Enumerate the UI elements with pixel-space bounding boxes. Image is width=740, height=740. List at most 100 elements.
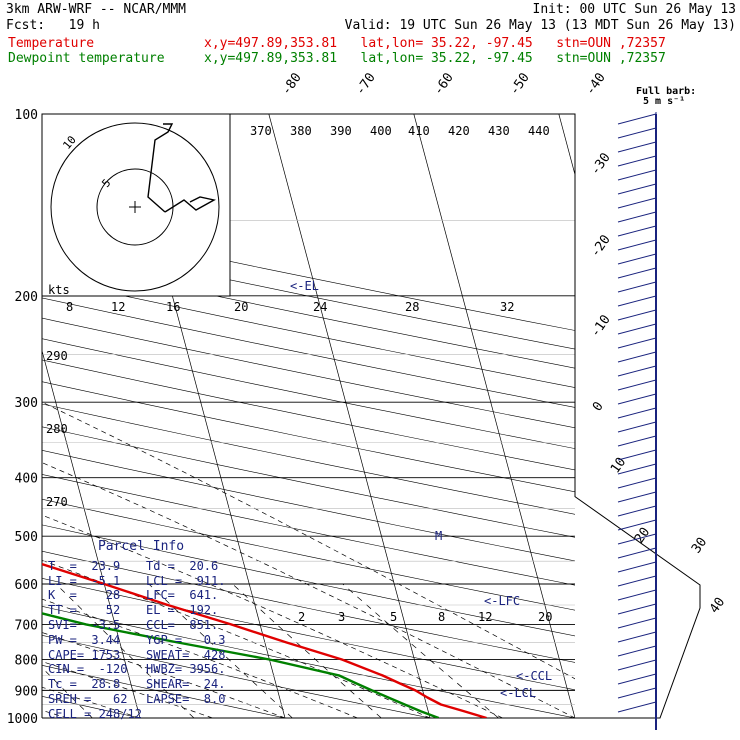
- wind-barb: [617, 491, 657, 503]
- dry-adiabat-label: 380: [290, 124, 312, 138]
- wind-barb: [617, 561, 657, 573]
- pressure-tick-label: 600: [15, 578, 38, 593]
- isotherm-label: -40: [583, 70, 609, 98]
- parcel-value-left: PW = 3.44: [48, 632, 121, 647]
- parcel-value-right: Td = 20.6: [146, 558, 219, 573]
- init-time: Init: 00 UTC Sun 26 May 13: [532, 2, 737, 17]
- dry-adiabat-label: 410: [408, 124, 430, 138]
- pressure-tick-label: 1000: [7, 712, 38, 727]
- wind-barb: [617, 547, 657, 559]
- moist-adiabat-line: [42, 559, 431, 718]
- wind-barb: [617, 295, 657, 307]
- isotherm-line: [704, 114, 740, 718]
- speed-tick-label: 24: [313, 300, 327, 314]
- pressure-tick-label: 700: [15, 618, 38, 633]
- plot-frame: [41, 113, 701, 719]
- parcel-info-row: SVI= -3.5 CCL= 851.: [48, 618, 234, 633]
- parcel-info-title: Parcel Info: [97, 539, 185, 554]
- isotherm-label: -50: [507, 70, 533, 98]
- dewpoint-legend-label: Dewpoint temperature: [8, 51, 165, 66]
- dry-adiabat-label: 270: [46, 495, 68, 509]
- mixing-ratio-line: [42, 667, 93, 718]
- parcel-value-left: CIN = -120: [48, 662, 128, 677]
- wind-barb: [617, 197, 657, 209]
- mixing-ratio-line: [342, 583, 499, 718]
- parcel-info-row: T = 23.9 Td = 20.6: [48, 559, 234, 574]
- parcel-info-row: LI = -5.1 LCL = 911.: [48, 574, 234, 589]
- isotherm-label: 10: [608, 455, 629, 476]
- moist-adiabat-line: [42, 661, 213, 718]
- wind-barb: [617, 435, 657, 447]
- parcel-info-row: Tc = 28.8 SHEAR= 24.: [48, 677, 234, 692]
- dry-adiabat-label: 440: [528, 124, 550, 138]
- temperature-trace: [42, 562, 487, 718]
- wind-barb: [617, 379, 657, 391]
- parcel-value-right: LCL = 911.: [146, 573, 226, 588]
- level-label-lcl: <-LCL: [500, 686, 536, 700]
- parcel-value-left: Tc = 28.8: [48, 677, 121, 692]
- mixing-ratio-label: 2: [298, 610, 305, 624]
- parcel-value-right: YGP = 0.3: [146, 632, 226, 647]
- parcel-info-rows: T = 23.9 Td = 20.6 LI = -5.1 LCL = 911. K = …: [48, 559, 234, 722]
- parcel-info-row: CAPE= 1753 SWEAT= 428: [48, 648, 234, 663]
- moist-adiabat-line: [42, 632, 286, 718]
- isotherm-line: [268, 114, 431, 718]
- parcel-info-row: CIN = -120 HWBZ= 3956.: [48, 662, 234, 677]
- parcel-value-left: K = 28: [48, 588, 121, 603]
- wind-barb: [617, 687, 657, 699]
- speed-tick-label: 16: [166, 300, 180, 314]
- mixing-ratio-label: 12: [478, 610, 492, 624]
- wind-barb: [617, 701, 657, 713]
- isotherm-label: 40: [707, 595, 728, 616]
- wind-barb: [617, 211, 657, 223]
- parcel-value-right: EL = 192.: [146, 603, 219, 618]
- hodograph-unit-label: kts: [48, 283, 70, 297]
- dewpoint-legend-info: x,y=497.89,353.81 lat,lon= 35.22, -97.45…: [204, 51, 666, 66]
- level-label-el: <-EL: [290, 279, 319, 293]
- wind-barb: [617, 267, 657, 279]
- parcel-info-row: PW = 3.44 YGP = 0.3: [48, 633, 234, 648]
- wind-barb: [617, 631, 657, 643]
- pressure-tick-label: 300: [15, 396, 38, 411]
- isotherm-line: [413, 114, 575, 718]
- isotherm-label: -60: [431, 70, 457, 98]
- mixing-ratio-line: [0, 584, 16, 718]
- profile-traces: [42, 562, 487, 718]
- wind-barb: [617, 113, 657, 125]
- speed-tick-label: 20: [234, 300, 248, 314]
- valid-time: Valid: 19 UTC Sun 26 May 13 (13 MDT Sun …: [344, 18, 736, 33]
- dry-adiabat-label: 420: [448, 124, 470, 138]
- isotherm-line: [42, 349, 141, 718]
- isotherm-label: 20: [632, 525, 653, 546]
- wind-barb-key-label: 5 m s⁻¹: [643, 96, 685, 107]
- wind-barb: [617, 407, 657, 419]
- wind-barb: [617, 239, 657, 251]
- level-label-m: M: [435, 529, 442, 543]
- parcel-value-right: SWEAT= 428: [146, 647, 226, 662]
- mixing-ratio-label: 20: [538, 610, 552, 624]
- dry-adiabat-label: 290: [46, 349, 68, 363]
- wind-barb: [617, 449, 657, 461]
- isotherm-label: 30: [689, 535, 710, 556]
- pressure-tick-label: 500: [15, 530, 38, 545]
- wind-barb: [617, 603, 657, 615]
- pressure-tick-label: 800: [15, 653, 38, 668]
- parcel-value-right: HWBZ= 3956.: [146, 662, 226, 677]
- temperature-legend-label: Temperature: [8, 36, 95, 51]
- wind-barb: [617, 141, 657, 153]
- mixing-ratio-label: 8: [438, 610, 445, 624]
- dry-adiabat-label: 370: [250, 124, 272, 138]
- wind-barb: [617, 575, 657, 587]
- parcel-value-right: LFC= 641.: [146, 588, 219, 603]
- isotherm-label: 0: [590, 399, 607, 414]
- isotherm-label: -30: [588, 150, 614, 178]
- speed-tick-label: 8: [66, 300, 73, 314]
- speed-tick-label: 28: [405, 300, 419, 314]
- parcel-value-left: TT = 52: [48, 603, 121, 618]
- wind-barb: [617, 155, 657, 167]
- moist-adiabat-line: [42, 598, 358, 718]
- parcel-value-left: LI = -5.1: [48, 573, 121, 588]
- wind-barb: [617, 337, 657, 349]
